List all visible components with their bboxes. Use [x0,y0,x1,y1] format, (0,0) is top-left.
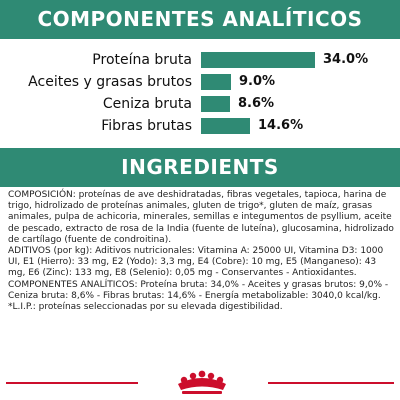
analytic-label: Proteína bruta [92,52,192,68]
analytic-title-banner: COMPONENTES ANALÍTICOS [0,0,400,39]
analytic-value: 34.0% [323,52,369,67]
analytic-value: 8.6% [238,96,275,111]
analytic-label: Fibras brutas [101,118,192,134]
analytic-title: COMPONENTES ANALÍTICOS [37,7,363,31]
analytic-row: Fibras brutas 14.6% [0,114,400,138]
analytic-bar [201,118,250,134]
ingredients-title: INGREDIENTS [121,155,279,179]
royal-canin-crown-icon [178,370,226,394]
ingredients-text: COMPOSICIÓN: proteínas de ave deshidrata… [8,190,394,313]
analytic-bar [201,96,230,112]
footer-rule-right [268,382,394,384]
analytic-value: 9.0% [239,74,276,89]
additives-paragraph: ADITIVOS (por kg): Aditivos nutricionale… [8,246,384,279]
footer-rule-left [6,382,138,384]
analytic-label: Ceniza bruta [102,96,192,112]
analytic-bar [201,52,315,68]
analytic-row: Ceniza bruta 8.6% [0,92,400,116]
analytic-row: Aceites y grasas brutos 9.0% [0,70,400,94]
ingredients-title-banner: INGREDIENTS [0,148,400,187]
analytic-row: Proteína bruta 34.0% [0,48,400,72]
analytic-components-paragraph: COMPONENTES ANALÍTICOS: Proteína bruta: … [8,279,389,301]
analytic-value: 14.6% [258,118,304,133]
analytic-label: Aceites y grasas brutos [28,74,192,90]
lip-note-paragraph: *L.I.P.: proteínas seleccionadas por su … [8,302,283,313]
analytic-components: Proteína bruta 34.0% Aceites y grasas br… [0,44,400,144]
footer [0,368,400,400]
analytic-bar [201,74,231,90]
composition-paragraph: COMPOSICIÓN: proteínas de ave deshidrata… [8,190,394,245]
